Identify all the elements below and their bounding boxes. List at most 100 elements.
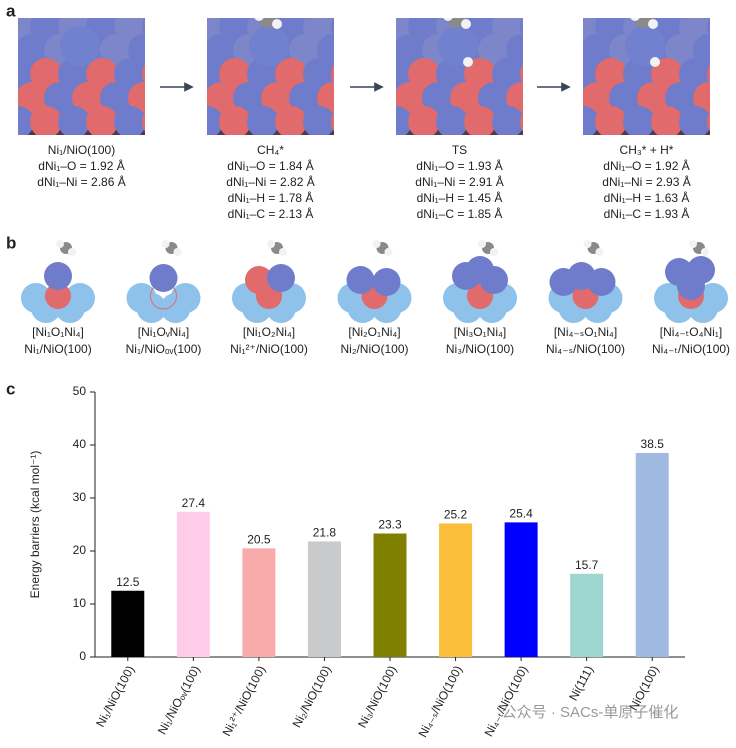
structure-label: dNi₁–O = 1.84 Å xyxy=(227,158,313,173)
atom xyxy=(245,266,273,294)
atom xyxy=(56,240,64,248)
atom xyxy=(331,112,334,132)
atom xyxy=(648,19,658,29)
atom xyxy=(86,106,118,135)
atom xyxy=(346,266,375,294)
bar xyxy=(570,573,604,657)
cluster-image xyxy=(337,240,412,323)
structure-name: Ni₄₋ₜ/NiO(100) xyxy=(652,342,730,356)
atom xyxy=(583,82,613,114)
atom xyxy=(595,248,604,256)
atom xyxy=(492,106,523,135)
atom xyxy=(422,82,454,114)
atom xyxy=(595,106,627,135)
atom xyxy=(331,64,334,84)
structure-label: dNi₁–C = 1.93 Å xyxy=(604,206,690,221)
atom xyxy=(275,106,307,135)
structure-label: TS xyxy=(452,143,467,157)
atom xyxy=(506,82,523,114)
cluster-image xyxy=(654,240,728,323)
value-label: 25.2 xyxy=(444,508,468,522)
value-label: 23.3 xyxy=(378,518,402,532)
atom xyxy=(100,82,132,114)
atom xyxy=(520,18,523,36)
x-tick-label: Ni₄₋ₜ/NiO(100) xyxy=(482,663,531,739)
atom xyxy=(207,34,237,66)
structure-label: dNi₁–Ni = 2.93 Å xyxy=(602,174,690,189)
cluster-image xyxy=(443,240,517,323)
cluster-image xyxy=(232,240,306,323)
atom xyxy=(352,10,384,42)
atom xyxy=(707,18,710,36)
atom xyxy=(259,18,275,28)
atom xyxy=(693,82,710,114)
atom xyxy=(438,26,478,66)
atom xyxy=(478,82,510,114)
atom xyxy=(289,82,321,114)
structure-label: dNi₁–O = 1.92 Å xyxy=(38,158,124,173)
x-tick-label: Ni₁²⁺/NiO(100) xyxy=(219,663,268,738)
x-tick-label: Ni₃/NiO(100) xyxy=(355,663,399,730)
atom xyxy=(317,82,334,114)
atom xyxy=(173,248,182,256)
atom xyxy=(450,82,482,114)
structure-name: Ni₁/NiOₒᵥ(100) xyxy=(126,342,202,356)
atom xyxy=(408,58,440,90)
atom xyxy=(261,82,293,114)
atom xyxy=(279,248,287,256)
arrows xyxy=(160,82,571,92)
atom xyxy=(207,42,209,58)
atom xyxy=(396,106,412,135)
atom xyxy=(160,293,191,323)
atom xyxy=(18,42,20,58)
atom xyxy=(275,58,307,90)
atom xyxy=(58,106,90,135)
atom xyxy=(207,82,237,114)
atom xyxy=(506,34,523,66)
cluster-image xyxy=(548,240,623,323)
y-tick-label: 10 xyxy=(73,596,87,610)
formula-label: [Ni₁O₁Ni₄] xyxy=(32,325,84,339)
value-label: 38.5 xyxy=(641,437,665,451)
y-axis-title: Energy barriers (kcal mol⁻¹) xyxy=(28,451,42,599)
atom xyxy=(492,58,523,90)
atom xyxy=(539,106,571,138)
atom xyxy=(45,283,71,309)
slab-image xyxy=(0,18,188,135)
atom xyxy=(233,82,265,114)
atom xyxy=(44,262,72,290)
atom xyxy=(18,90,20,106)
atom xyxy=(372,268,401,296)
atom xyxy=(136,293,167,323)
formula-label: [Ni₃O₁Ni₄] xyxy=(454,325,507,339)
atom xyxy=(665,82,697,114)
panel-label: a xyxy=(6,1,16,20)
atom xyxy=(272,19,282,29)
atom xyxy=(583,34,613,66)
atom xyxy=(396,58,412,90)
atom xyxy=(443,18,453,21)
atom xyxy=(689,240,697,248)
formula-label: [Ni₁O₂Ni₄] xyxy=(243,325,295,339)
value-label: 21.8 xyxy=(313,526,337,540)
value-label: 15.7 xyxy=(575,558,599,572)
atom xyxy=(317,34,334,66)
structure-label: dNi₁–O = 1.92 Å xyxy=(603,158,689,173)
atom xyxy=(679,58,710,90)
atom xyxy=(721,34,736,66)
atom xyxy=(345,34,377,66)
formula-label: [Ni₄₋ₜO₄Ni₁] xyxy=(660,325,722,339)
atom xyxy=(247,58,279,90)
atom xyxy=(651,106,683,135)
atom xyxy=(693,34,710,66)
structure-label: dNi₁–H = 1.63 Å xyxy=(604,190,690,205)
structure-name: Ni₄₋ₛ/NiO(100) xyxy=(546,342,625,356)
atom xyxy=(721,82,736,114)
atom xyxy=(247,106,279,135)
atom xyxy=(0,58,6,90)
atom xyxy=(156,34,188,66)
slab-image xyxy=(352,10,523,135)
structure-name: Ni₃/NiO(100) xyxy=(446,342,514,356)
y-tick-label: 20 xyxy=(73,543,87,557)
bar xyxy=(307,541,341,657)
